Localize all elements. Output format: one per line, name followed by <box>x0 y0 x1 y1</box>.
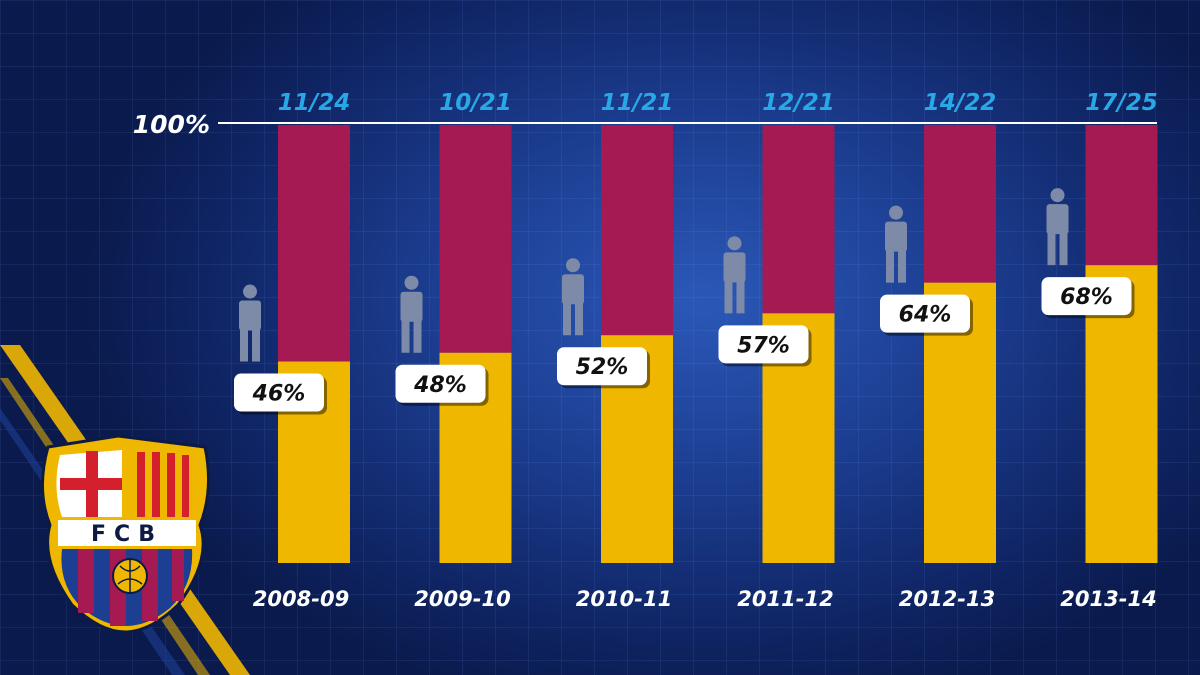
person-icon-head <box>566 258 580 273</box>
person-icon-leg-left <box>886 248 894 283</box>
person-icon-leg-right <box>898 248 906 283</box>
person-icon-body <box>1046 204 1069 235</box>
value-label-box <box>395 364 486 403</box>
bar-remainder-2012-13 <box>924 125 996 283</box>
value-label-box <box>1041 277 1132 316</box>
fcb-crest-icon: FCB <box>0 345 250 675</box>
bar-remainder-2008-09 <box>278 125 350 362</box>
person-icon-leg-right <box>575 301 583 336</box>
person-icon-leg-right <box>1059 231 1068 266</box>
person-icon-body <box>723 252 746 283</box>
bar-remainder-2011-12 <box>762 125 835 314</box>
top-label-2011-12: 12/21 <box>762 90 834 116</box>
value-label-2009-10: 48% <box>413 373 467 398</box>
person-icon <box>239 284 261 362</box>
person-icon-leg-right <box>736 279 745 314</box>
person-icon <box>885 205 907 283</box>
person-icon <box>562 258 584 336</box>
top-label-2008-09: 11/24 <box>278 90 350 116</box>
person-icon-leg-left <box>1047 231 1056 266</box>
person-icon-head <box>727 236 742 251</box>
person-icon-leg-left <box>724 279 733 314</box>
value-label-2013-14: 68% <box>1060 285 1113 310</box>
badge-text: FCB <box>91 522 163 547</box>
person-icon-head <box>243 284 257 299</box>
person-icon-leg-right <box>413 318 422 353</box>
x-tick-label-2008-09: 2008-09 <box>253 587 349 611</box>
person-icon-head <box>889 205 903 220</box>
x-tick-label-2013-14: 2013-14 <box>1060 587 1156 611</box>
value-label-2011-12: 57% <box>737 333 790 358</box>
person-icon <box>1046 188 1069 266</box>
top-label-2013-14: 17/25 <box>1085 90 1157 116</box>
person-icon-leg-left <box>563 301 571 336</box>
x-tick-label-2011-12: 2011-12 <box>737 587 833 611</box>
value-label-2010-11: 52% <box>576 355 629 380</box>
reference-line-label: 100% <box>133 110 210 139</box>
x-tick-label-2009-10: 2009-10 <box>414 587 510 611</box>
top-label-2010-11: 11/21 <box>601 90 673 116</box>
person-icon-body <box>562 274 584 305</box>
value-label-box <box>557 347 647 386</box>
top-label-2012-13: 14/22 <box>924 90 996 116</box>
person-icon-leg-right <box>252 327 260 362</box>
person-icon-leg-left <box>240 327 248 362</box>
person-icon-head <box>404 275 419 290</box>
top-label-2009-10: 10/21 <box>439 90 511 116</box>
person-icon-body <box>239 300 261 331</box>
bar-remainder-2009-10 <box>439 125 512 353</box>
value-label-2008-09: 46% <box>252 382 306 407</box>
person-icon <box>400 275 423 353</box>
person-icon-leg-left <box>401 318 410 353</box>
x-tick-label-2010-11: 2010-11 <box>576 587 672 611</box>
bar-remainder-2013-14 <box>1085 125 1158 266</box>
person-icon-body <box>885 221 907 252</box>
person-icon-body <box>400 291 423 322</box>
person-icon <box>723 236 746 314</box>
value-label-box <box>234 373 324 412</box>
person-icon-head <box>1050 188 1065 203</box>
value-label-box <box>718 325 809 364</box>
value-label-2012-13: 64% <box>899 303 952 328</box>
value-label-box <box>880 294 970 333</box>
x-tick-label-2012-13: 2012-13 <box>899 587 995 611</box>
bar-remainder-2010-11 <box>601 125 673 336</box>
